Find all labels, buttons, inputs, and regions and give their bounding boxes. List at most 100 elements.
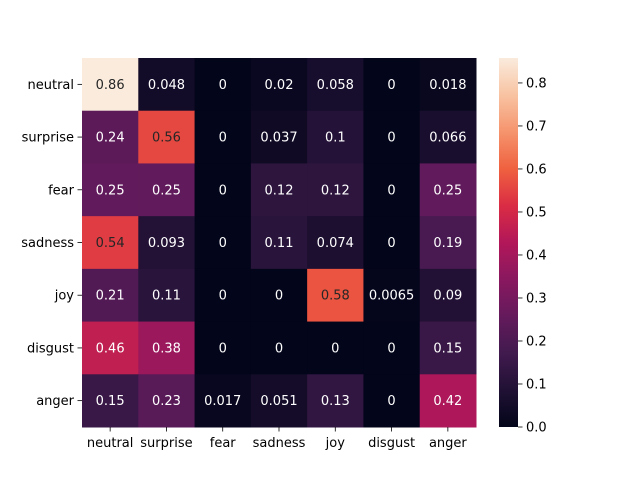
cell-label: 0.15	[433, 341, 462, 356]
cell-label: 0	[387, 394, 395, 409]
x-axis: neutral surprise fear sadness joy disgust ange…	[87, 427, 467, 451]
cell-label: 0.037	[260, 131, 297, 146]
y-tick-label: fear	[48, 183, 75, 198]
cell-label: 0	[387, 183, 395, 198]
colorbar-tick-label: 0.3	[526, 291, 547, 306]
cell-label: 0.0065	[369, 289, 415, 304]
cell-label: 0.56	[152, 131, 181, 146]
heatmap-cell-neutral-fear	[194, 58, 252, 112]
heatmap-cell-sadness-neutral	[82, 216, 139, 270]
heatmap-cell-disgust-disgust	[363, 321, 421, 375]
heatmap-cell-disgust-anger	[419, 321, 477, 375]
heatmap-cell-labels: 0.86 0.048 0 0.02 0.058 0 0.018 0.24 0.56 0 0.037 0…	[96, 78, 467, 409]
heatmap-cell-fear-anger	[419, 163, 477, 217]
cell-label: 0.25	[96, 183, 125, 198]
y-tick-label: anger	[36, 394, 74, 409]
heatmap-cell-anger-disgust	[363, 374, 421, 428]
cell-label: 0.19	[433, 236, 462, 251]
cell-label: 0	[219, 131, 227, 146]
heatmap-cell-fear-fear	[194, 163, 252, 217]
heatmap-cells	[82, 58, 477, 428]
heatmap-cell-sadness-sadness	[250, 216, 308, 270]
cell-label: 0.15	[96, 394, 125, 409]
cell-label: 0	[387, 341, 395, 356]
cell-label: 0	[275, 289, 283, 304]
cell-label: 0.11	[152, 289, 181, 304]
heatmap-cell-joy-anger	[419, 268, 477, 323]
heatmap-cell-neutral-disgust	[363, 58, 421, 112]
cell-label: 0.38	[152, 341, 181, 356]
cell-label: 0	[387, 131, 395, 146]
heatmap-cell-fear-surprise	[138, 163, 196, 217]
cell-label: 0.058	[317, 78, 354, 93]
cell-label: 0.12	[321, 183, 350, 198]
heatmap-cell-anger-anger	[419, 374, 477, 428]
cell-label: 0	[219, 78, 227, 93]
cell-label: 0	[219, 183, 227, 198]
cell-label: 0.11	[265, 236, 294, 251]
x-tick-label: disgust	[368, 436, 415, 451]
heatmap-cell-surprise-fear	[194, 110, 252, 164]
x-tick-label: surprise	[140, 436, 192, 451]
x-tick-label: anger	[429, 436, 467, 451]
cell-label: 0.066	[429, 131, 466, 146]
cell-label: 0.42	[433, 394, 462, 409]
cell-label: 0.1	[325, 131, 346, 146]
colorbar-tick-label: 0.8	[526, 76, 547, 91]
cell-label: 0	[275, 341, 283, 356]
heatmap-cell-anger-sadness	[250, 374, 308, 428]
cell-label: 0.017	[204, 394, 241, 409]
heatmap-cell-sadness-fear	[194, 216, 252, 270]
heatmap-cell-joy-joy	[307, 268, 364, 323]
cell-label: 0.13	[321, 394, 350, 409]
heatmap-cell-neutral-joy	[307, 58, 364, 112]
cell-label: 0.02	[265, 78, 294, 93]
heatmap-cell-joy-sadness	[250, 268, 308, 323]
y-tick-label: joy	[54, 289, 75, 304]
heatmap-cell-disgust-sadness	[250, 321, 308, 375]
heatmap-cell-sadness-surprise	[138, 216, 196, 270]
heatmap-cell-sadness-joy	[307, 216, 364, 270]
heatmap-cell-joy-surprise	[138, 268, 196, 323]
colorbar-tick-label: 0.7	[526, 119, 547, 134]
heatmap-cell-surprise-anger	[419, 110, 477, 164]
heatmap-cell-sadness-disgust	[363, 216, 421, 270]
heatmap-cell-neutral-anger	[419, 58, 477, 112]
y-tick-label: neutral	[28, 78, 75, 93]
y-tick-label: surprise	[22, 131, 74, 146]
cell-label: 0	[331, 341, 339, 356]
heatmap-cell-surprise-neutral	[82, 110, 139, 164]
heatmap-cell-disgust-fear	[194, 321, 252, 375]
heatmap-cell-anger-neutral	[82, 374, 139, 428]
heatmap-cell-fear-neutral	[82, 163, 139, 217]
cell-label: 0.051	[260, 394, 297, 409]
colorbar: 0.0 0.1 0.2 0.3 0.4 0.5 0.6 0.7 0.8	[499, 58, 547, 436]
cell-label: 0	[219, 341, 227, 356]
cell-label: 0.12	[265, 183, 294, 198]
colorbar-tick-label: 0.6	[526, 162, 547, 177]
heatmap-cell-anger-surprise	[138, 374, 196, 428]
colorbar-tick-label: 0.0	[526, 421, 547, 436]
y-tick-label: disgust	[27, 341, 74, 356]
x-tick-label: fear	[210, 436, 237, 451]
cell-label: 0	[219, 236, 227, 251]
colorbar-tick-label: 0.1	[526, 377, 547, 392]
heatmap-cell-fear-sadness	[250, 163, 308, 217]
heatmap-cell-surprise-sadness	[250, 110, 308, 164]
cell-label: 0.074	[317, 236, 354, 251]
heatmap-cell-sadness-anger	[419, 216, 477, 270]
heatmap-cell-fear-disgust	[363, 163, 421, 217]
cell-label: 0.09	[433, 289, 462, 304]
cell-label: 0.86	[96, 78, 125, 93]
cell-label: 0	[387, 236, 395, 251]
heatmap-cell-disgust-joy	[307, 321, 364, 375]
heatmap-cell-neutral-neutral	[82, 58, 139, 112]
colorbar-gradient	[499, 58, 518, 427]
y-axis: neutral surprise fear sadness joy disgust ange…	[21, 78, 82, 409]
cell-label: 0	[387, 78, 395, 93]
cell-label: 0.23	[152, 394, 181, 409]
cell-label: 0.21	[96, 289, 125, 304]
heatmap-cell-neutral-sadness	[250, 58, 308, 112]
